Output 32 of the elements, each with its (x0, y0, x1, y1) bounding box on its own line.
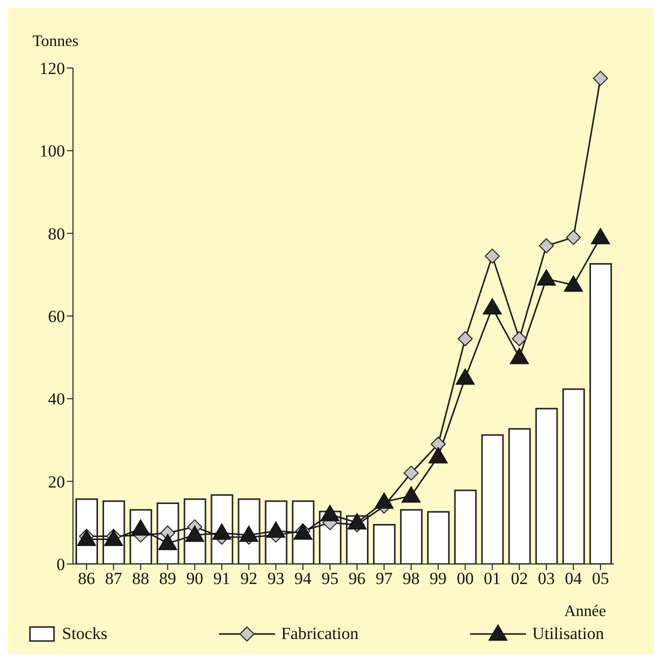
y-tick-label: 100 (40, 142, 65, 161)
x-axis-title: Année (564, 603, 606, 620)
y-tick-label: 20 (48, 472, 65, 492)
x-tick-label: 97 (376, 569, 394, 588)
y-tick-label: 40 (48, 390, 65, 409)
x-tick-label: 02 (510, 569, 528, 588)
legend-label: Fabrication (281, 624, 358, 644)
x-tick-label: 03 (538, 569, 555, 588)
y-tick-label: 60 (48, 307, 65, 326)
x-tick-label: 05 (592, 569, 609, 588)
x-tick-label: 94 (294, 569, 312, 588)
x-tick-label: 90 (186, 569, 204, 588)
y-tick-label: 80 (48, 224, 65, 244)
x-tick-label: 93 (267, 569, 284, 588)
x-tick-label: 89 (159, 569, 176, 588)
x-tick-label: 99 (430, 569, 447, 588)
y-axis-title: Tonnes (32, 33, 78, 50)
legend-label: Utilisation (532, 624, 604, 644)
x-tick-label: 91 (213, 569, 230, 588)
y-tick-label: 120 (40, 59, 65, 78)
x-tick-label: 96 (348, 569, 366, 588)
x-tick-label: 00 (456, 569, 474, 588)
x-tick-label: 01 (484, 569, 501, 588)
legend-label: Stocks (62, 624, 108, 644)
y-tick-label: 0 (56, 555, 65, 574)
x-tick-label: 87 (105, 569, 123, 588)
x-tick-label: 95 (321, 569, 338, 588)
x-tick-label: 86 (78, 569, 96, 588)
x-tick-label: 88 (132, 569, 150, 588)
x-tick-label: 98 (402, 569, 420, 588)
x-tick-label: 04 (564, 569, 582, 588)
x-tick-label: 92 (240, 569, 258, 588)
